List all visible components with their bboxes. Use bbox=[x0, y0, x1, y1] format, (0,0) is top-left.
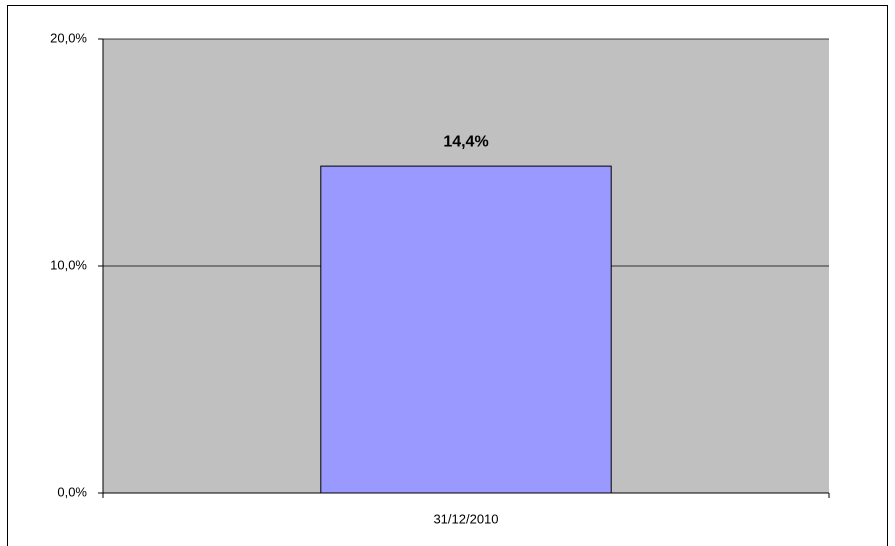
value-label: 14,4% bbox=[443, 133, 488, 150]
y-tick-label: 0,0% bbox=[57, 484, 87, 499]
y-tick-label: 20,0% bbox=[50, 30, 87, 45]
bar bbox=[320, 165, 612, 494]
y-tick-label: 10,0% bbox=[50, 257, 87, 272]
x-tick-label: 31/12/2010 bbox=[433, 511, 498, 526]
